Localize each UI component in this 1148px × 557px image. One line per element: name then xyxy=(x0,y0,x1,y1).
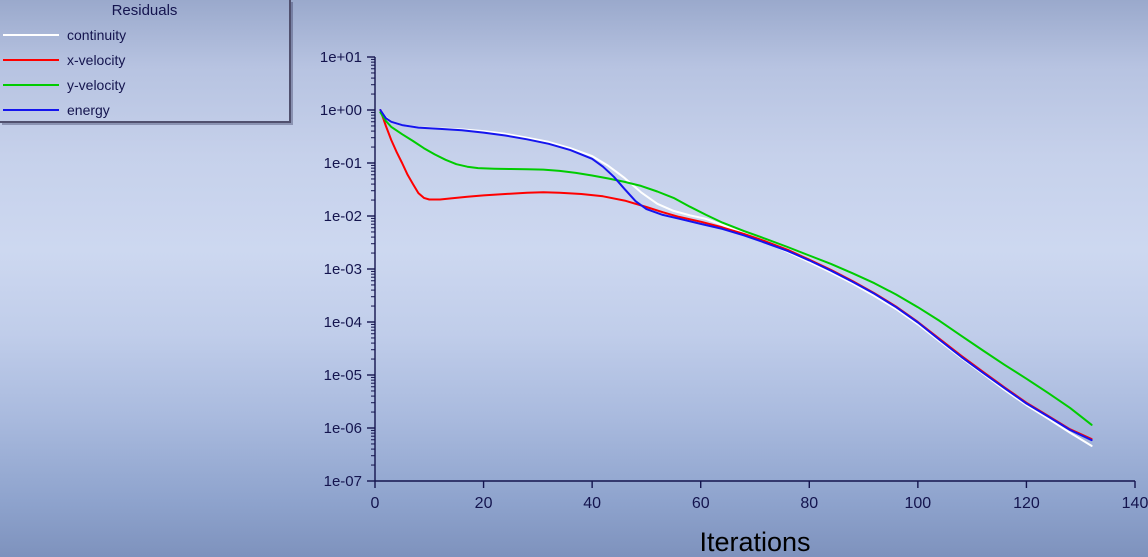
x-tick-label: 80 xyxy=(800,495,818,512)
y-tick-label: 1e-02 xyxy=(324,208,362,225)
legend-line-x-velocity xyxy=(3,58,59,61)
x-tick-label: 60 xyxy=(692,495,710,512)
y-tick-label: 1e-05 xyxy=(324,367,362,384)
legend-line-continuity xyxy=(3,33,59,36)
legend-item-continuity: continuity xyxy=(0,22,289,47)
legend-title: Residuals xyxy=(111,2,178,19)
x-axis-title: Iterations xyxy=(699,527,811,557)
y-tick-label: 1e-06 xyxy=(324,420,362,437)
legend-label-energy: energy xyxy=(67,101,110,118)
y-tick-label: 1e-03 xyxy=(324,261,362,278)
y-tick-label: 1e-07 xyxy=(324,473,362,490)
y-tick-label: 1e+01 xyxy=(320,49,362,66)
series-continuity xyxy=(379,109,1093,447)
legend-line-y-velocity xyxy=(3,83,59,86)
x-tick-label: 0 xyxy=(371,495,380,512)
x-tick-label: 120 xyxy=(1013,495,1040,512)
legend-label-continuity: continuity xyxy=(67,26,127,43)
legend: Residuals continuity x-velocity y-veloci… xyxy=(0,0,291,123)
legend-item-x-velocity: x-velocity xyxy=(0,47,289,72)
x-tick-label: 40 xyxy=(583,495,601,512)
legend-item-y-velocity: y-velocity xyxy=(0,72,289,97)
series-energy xyxy=(379,109,1093,442)
legend-line-energy xyxy=(3,108,59,111)
series-y-velocity xyxy=(379,111,1093,426)
legend-label-y-velocity: y-velocity xyxy=(67,76,126,93)
legend-item-energy: energy xyxy=(0,97,289,122)
y-tick-label: 1e+00 xyxy=(320,102,362,119)
y-tick-label: 1e-04 xyxy=(324,314,362,331)
x-tick-label: 140 xyxy=(1122,495,1148,512)
series-x-velocity xyxy=(379,109,1093,440)
y-tick-label: 1e-01 xyxy=(324,155,362,172)
x-tick-label: 20 xyxy=(475,495,493,512)
legend-label-x-velocity: x-velocity xyxy=(67,51,126,68)
x-tick-label: 100 xyxy=(905,495,932,512)
